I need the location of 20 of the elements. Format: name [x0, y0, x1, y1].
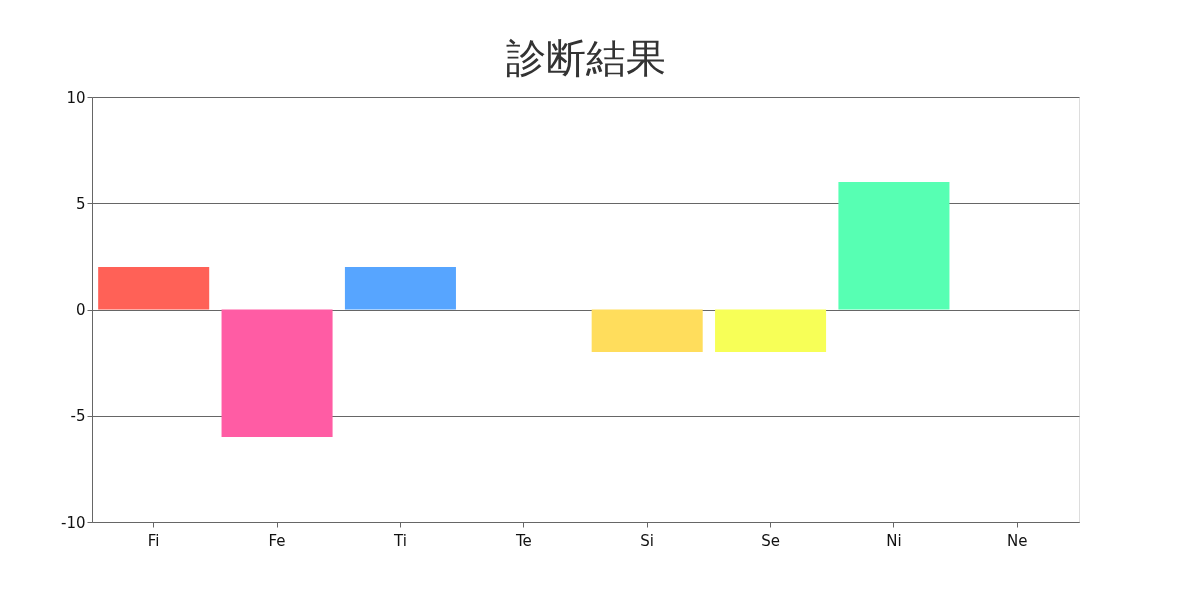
y-tick-label: 5: [75, 194, 86, 213]
bar: [715, 309, 827, 352]
y-tick-label: -5: [70, 407, 86, 426]
x-tick-label: Ti: [393, 531, 407, 550]
y-tick-label: 0: [75, 301, 86, 319]
bar: [591, 309, 703, 352]
bar: [98, 267, 210, 310]
y-tick-label: 10: [66, 88, 86, 107]
x-tick-label: Ne: [1007, 531, 1028, 550]
bar: [344, 267, 456, 310]
x-tick-label: Fi: [147, 531, 160, 550]
x-tick-label: Ni: [886, 531, 902, 550]
x-tick-label: Fe: [268, 531, 286, 550]
y-tick-label: -10: [61, 513, 86, 532]
bar: [221, 309, 333, 437]
x-tick-label: Si: [640, 531, 655, 550]
bar: [838, 182, 950, 310]
x-tick-label: Te: [514, 531, 532, 550]
chart-title: 診断結果: [505, 35, 666, 81]
x-tick-label: Se: [761, 531, 780, 550]
